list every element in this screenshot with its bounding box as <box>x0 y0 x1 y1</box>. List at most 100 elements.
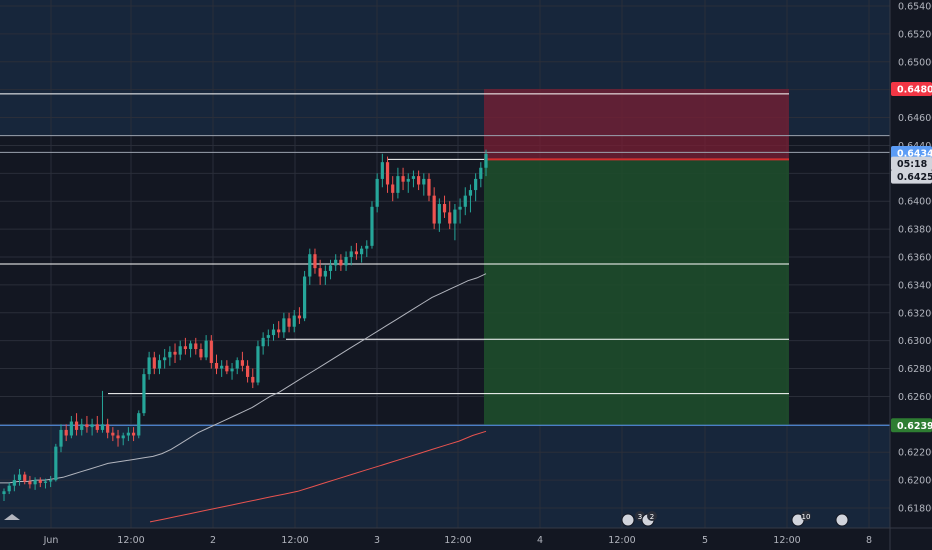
candle-body <box>458 206 462 210</box>
candle-body <box>277 329 281 333</box>
price-label: 05:18 <box>897 159 928 170</box>
candle-body <box>126 432 130 436</box>
candle-body <box>240 360 245 366</box>
candle-body <box>256 346 260 383</box>
candle-body <box>360 248 364 255</box>
x-tick-label: 12:00 <box>117 535 144 546</box>
candle-body <box>453 209 457 224</box>
candle-body <box>448 212 452 224</box>
candle-body <box>411 176 416 179</box>
candle-body <box>106 424 110 433</box>
x-tick-label: 12:00 <box>281 535 308 546</box>
event-count: 10 <box>802 513 811 521</box>
event-flag-icon <box>835 513 849 527</box>
take-profit-zone <box>484 159 789 426</box>
price-label: 0.64346 <box>897 148 932 159</box>
candle-body <box>334 259 338 266</box>
candle-body <box>90 424 94 428</box>
candle-body <box>437 204 441 224</box>
candle-body <box>163 357 167 361</box>
event-count: 2 <box>650 513 654 521</box>
candle-body <box>375 178 379 207</box>
event-count-bubble <box>801 511 811 521</box>
candle-body <box>442 204 447 213</box>
candle-body <box>33 480 37 485</box>
x-tick-label: 12:00 <box>773 535 800 546</box>
candle-body <box>173 351 177 355</box>
candle-body <box>12 480 16 486</box>
candle-body <box>111 432 115 436</box>
candle-body <box>204 340 208 358</box>
price-label: 0.64256 <box>897 172 932 183</box>
candle-body <box>74 421 79 430</box>
candle-body <box>401 176 405 182</box>
candle-body <box>131 432 136 436</box>
x-tick-label: 12:00 <box>444 535 471 546</box>
candle-body <box>85 424 89 428</box>
candle-body <box>308 254 312 277</box>
x-tick-label: 5 <box>702 535 708 546</box>
candle-body <box>220 365 224 369</box>
candle-body <box>417 176 421 185</box>
candle-body <box>391 184 395 193</box>
price-label-box <box>891 156 932 171</box>
candle-body <box>328 265 333 271</box>
candle-body <box>287 318 291 327</box>
scroll-left-icon <box>4 514 20 520</box>
candle-body <box>225 365 229 372</box>
candle-body <box>344 257 348 266</box>
candle-body <box>370 206 374 246</box>
candle-body <box>339 259 343 266</box>
candle-body <box>292 315 296 327</box>
x-tick-label: 3 <box>374 535 380 546</box>
candle-body <box>199 349 203 358</box>
candle-body <box>121 435 125 439</box>
candle-body <box>396 176 400 193</box>
candle-body <box>427 178 431 196</box>
price-label-box <box>891 81 932 96</box>
candle-body <box>95 424 99 430</box>
candle-body <box>137 413 141 436</box>
moving-average-long <box>149 430 487 523</box>
candle-body <box>385 162 390 185</box>
candle-body <box>303 276 307 319</box>
price-label-box <box>891 145 932 160</box>
candle-body <box>80 424 84 430</box>
candle-body <box>230 368 234 372</box>
candle-body <box>38 480 42 483</box>
candle-body <box>54 446 58 481</box>
candle-body <box>313 254 317 269</box>
event-flag-icon <box>621 513 635 527</box>
candle-body <box>168 351 172 358</box>
x-tick-label: 4 <box>537 535 543 546</box>
candle-body <box>484 153 488 168</box>
candle-body <box>282 318 286 333</box>
stop-loss-zone <box>484 88 789 160</box>
candle-body <box>194 343 198 350</box>
candle-body <box>266 335 270 338</box>
candle-body <box>116 435 120 439</box>
candle-body <box>188 343 193 350</box>
candle-body <box>64 429 68 436</box>
x-tick-label: 8 <box>866 535 872 546</box>
price-label-box <box>891 169 932 184</box>
candle-body <box>354 251 359 255</box>
event-count: 3 <box>638 513 642 521</box>
candle-body <box>271 329 276 336</box>
candle-body <box>17 474 22 481</box>
candle-body <box>422 178 426 185</box>
candle-body <box>142 374 146 414</box>
